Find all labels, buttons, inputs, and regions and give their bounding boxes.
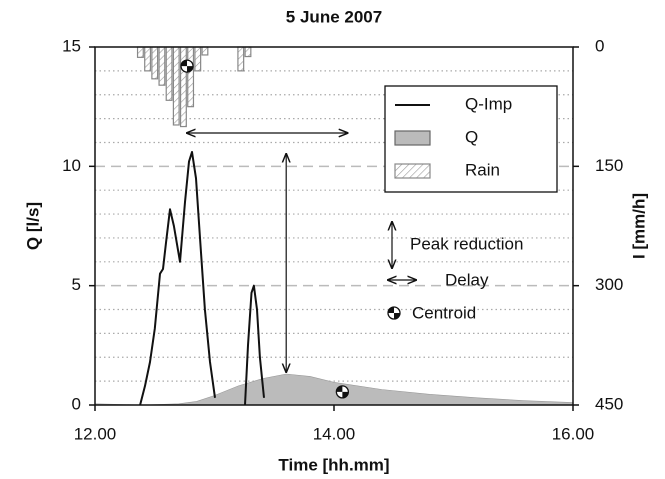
y2-tick-label: 0 <box>595 36 604 55</box>
x-axis-label: Time [hh.mm] <box>278 455 389 474</box>
plot-area <box>94 46 574 406</box>
y-tick-label: 5 <box>72 275 81 294</box>
x-tick-label: 16.00 <box>552 424 595 443</box>
y-axis-label: Q [l/s] <box>23 202 42 250</box>
bar <box>179 46 187 128</box>
y-tick-label: 10 <box>62 156 81 175</box>
bar <box>244 46 252 58</box>
centroid-key <box>387 306 401 320</box>
area <box>94 373 574 406</box>
centroid-quarters <box>336 385 349 398</box>
y2-axis-label: I [mm/h] <box>629 193 648 259</box>
centroid-quarters <box>388 307 400 319</box>
bar <box>201 46 209 56</box>
centroid <box>180 59 194 73</box>
y-tick-label: 15 <box>62 36 81 55</box>
x-tick-label: 14.00 <box>313 424 356 443</box>
bar <box>151 46 159 80</box>
y2-tick-label: 150 <box>595 156 623 175</box>
legend-swatch <box>394 130 431 146</box>
legend-label: Q-Imp <box>465 94 512 113</box>
bar <box>158 46 166 86</box>
legend-label: Rain <box>465 160 500 179</box>
bar <box>172 46 180 126</box>
annotation: Delay <box>445 270 489 289</box>
centroid-quarters <box>181 60 194 73</box>
bar <box>136 46 144 58</box>
legend-swatch <box>394 163 431 179</box>
annotation: Peak reduction <box>410 234 523 253</box>
legend-label: Q <box>465 127 478 146</box>
bar <box>194 46 202 72</box>
centroid <box>335 385 350 399</box>
y-tick-label: 0 <box>72 394 81 413</box>
chart-title: 5 June 2007 <box>286 7 382 26</box>
bar <box>237 46 245 72</box>
y2-tick-label: 300 <box>595 275 623 294</box>
bar <box>187 46 195 108</box>
bar <box>144 46 152 72</box>
annotation: Centroid <box>412 303 476 322</box>
x-tick-label: 12.00 <box>74 424 117 443</box>
bar <box>165 46 173 101</box>
line <box>139 151 265 406</box>
y2-tick-label: 450 <box>595 394 623 413</box>
